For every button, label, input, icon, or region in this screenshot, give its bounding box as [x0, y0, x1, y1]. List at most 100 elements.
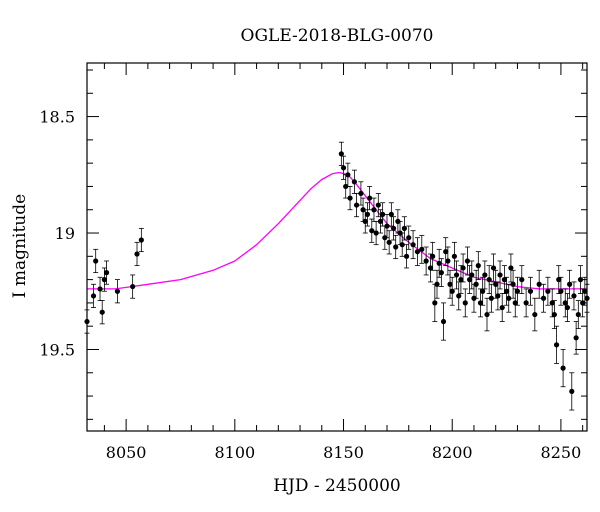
- x-axis-label: HJD - 2450000: [273, 476, 401, 496]
- data-point: [536, 281, 542, 287]
- data-point: [386, 239, 392, 245]
- data-point: [414, 249, 421, 255]
- data-point: [410, 242, 416, 248]
- data-point: [558, 288, 564, 294]
- data-point: [451, 253, 457, 259]
- data-point: [101, 277, 107, 283]
- data-point: [114, 288, 121, 294]
- data-point: [384, 223, 390, 229]
- data-point: [477, 300, 484, 306]
- data-point: [369, 228, 375, 234]
- x-tick-label: 8250: [541, 443, 582, 462]
- plot-frame: [86, 62, 588, 432]
- data-point: [453, 272, 460, 278]
- data-point: [575, 311, 581, 318]
- data-point: [510, 281, 516, 287]
- data-point: [560, 365, 566, 371]
- data-point: [443, 249, 449, 255]
- data-point: [90, 293, 97, 299]
- data-point: [495, 293, 501, 299]
- data-point: [508, 265, 514, 271]
- data-point: [527, 288, 534, 294]
- data-point: [371, 207, 377, 213]
- data-point: [464, 258, 471, 264]
- data-point: [103, 270, 110, 276]
- data-point: [393, 244, 399, 250]
- data-point: [364, 211, 371, 217]
- data-point: [93, 258, 99, 264]
- data-point: [367, 195, 373, 201]
- x-tick-label: 8050: [106, 443, 147, 462]
- data-point: [488, 295, 494, 301]
- data-point: [462, 300, 468, 306]
- data-point: [482, 272, 488, 278]
- data-point: [403, 253, 410, 259]
- data-point: [427, 265, 434, 271]
- x-tick-label: 8200: [432, 443, 473, 462]
- data-point: [134, 251, 140, 257]
- data-point: [523, 300, 529, 306]
- data-point: [580, 300, 586, 306]
- data-point: [571, 293, 577, 299]
- data-point: [467, 277, 473, 283]
- data-point: [436, 260, 442, 266]
- data-point: [497, 272, 503, 278]
- data-point: [362, 218, 368, 224]
- data-point: [353, 202, 360, 208]
- data-point: [532, 311, 538, 318]
- data-point: [434, 281, 440, 287]
- data-point: [573, 335, 579, 341]
- data-point: [430, 253, 436, 259]
- data-point: [553, 342, 560, 348]
- data-point: [567, 281, 573, 287]
- plot-area: 8050 8100 8150 8200 8250 18.5 19 19.5: [39, 63, 590, 462]
- data-point: [514, 288, 521, 294]
- data-point: [501, 277, 507, 283]
- data-point: [377, 218, 384, 224]
- data-point: [577, 277, 584, 283]
- data-point: [493, 281, 499, 287]
- data-point: [503, 288, 510, 294]
- data-point: [562, 300, 568, 306]
- chart-title: OGLE-2018-BLG-0070: [241, 26, 434, 46]
- data-point: [388, 211, 394, 217]
- data-point: [438, 270, 444, 276]
- data-point: [423, 258, 429, 264]
- data-point: [499, 304, 505, 311]
- data-point: [456, 293, 462, 299]
- data-point: [506, 295, 512, 301]
- data-point: [358, 190, 364, 197]
- data-point: [475, 263, 481, 269]
- data-point: [373, 230, 379, 236]
- y-axis-label: I magnitude: [10, 194, 30, 298]
- data-point: [390, 225, 397, 231]
- data-point: [512, 300, 518, 306]
- y-tick-label: 19.5: [39, 340, 75, 359]
- data-point: [97, 286, 103, 292]
- data-point: [440, 318, 447, 325]
- data-point: [399, 242, 405, 248]
- x-tick-label: 8100: [214, 443, 255, 462]
- data-point: [556, 277, 562, 283]
- data-point: [447, 281, 453, 287]
- data-point: [540, 295, 547, 301]
- data-point: [519, 277, 525, 283]
- data-point: [564, 304, 571, 311]
- data-point: [473, 281, 479, 287]
- data-point: [549, 300, 555, 306]
- data-point: [419, 246, 425, 252]
- y-tick-label: 19: [55, 224, 75, 243]
- data-point: [480, 288, 486, 294]
- data-point: [445, 258, 451, 264]
- data-point: [130, 283, 136, 290]
- data-point: [486, 277, 492, 283]
- data-point: [375, 202, 381, 208]
- data-point: [99, 309, 105, 315]
- y-tick-label: 18.5: [39, 108, 75, 127]
- x-tick-label: 8150: [323, 443, 364, 462]
- data-point: [469, 272, 475, 278]
- data-point: [347, 195, 353, 201]
- model-curve: [87, 171, 587, 290]
- data-point: [340, 165, 347, 171]
